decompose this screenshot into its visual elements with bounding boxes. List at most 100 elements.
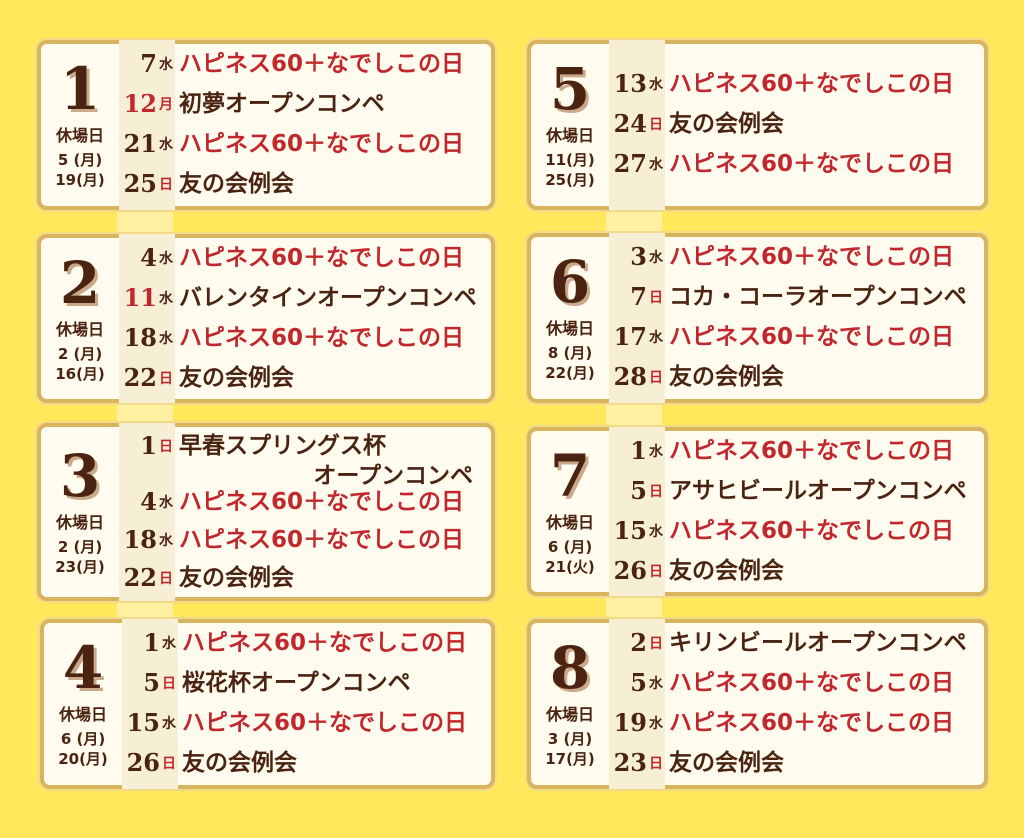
- event-title-text: ハピネス60＋なでしこの日: [179, 527, 465, 553]
- event-row: 18 水ハピネス60＋なでしこの日: [119, 521, 483, 559]
- event-list: 13 水ハピネス60＋なでしこの日 24 日友の会例会 27 水ハピネス60＋なでしこの日: [609, 44, 976, 206]
- date-column: [609, 233, 665, 403]
- event-row: 3 水ハピネス60＋なでしこの日: [609, 238, 976, 278]
- date-column: [119, 423, 175, 601]
- event-title-text: ハピネス60＋なでしこの日: [182, 630, 468, 656]
- event-title: ハピネス60＋なでしこの日: [178, 704, 483, 742]
- date-column: [609, 619, 665, 789]
- event-row: 15 水ハピネス60＋なでしこの日: [609, 512, 976, 552]
- event-list: 2 日キリンビールオープンコンペ 5 水ハピネス60＋なでしこの日 19 水ハピネス60＋…: [609, 623, 976, 785]
- month-number: 1: [59, 55, 101, 123]
- event-weekday: 水: [649, 676, 663, 692]
- event-row: 13 水ハピネス60＋なでしこの日: [609, 65, 976, 105]
- month-header: 3 休場日 2 (月) 23(月): [41, 427, 119, 597]
- event-day: 5: [143, 668, 160, 697]
- event-weekday: 水: [162, 636, 176, 652]
- event-title-text: キリンビールオープンコンペ: [669, 630, 967, 656]
- event-weekday: 日: [649, 290, 663, 306]
- month-card-3: 3 休場日 2 (月) 23(月) 1 日早春スプリングス杯 オープンコンペ 4 水ハピネス60…: [37, 423, 495, 601]
- event-title: 友の会例会: [175, 165, 483, 203]
- event-weekday: 日: [649, 756, 663, 772]
- event-row: 7 水ハピネス60＋なでしこの日: [119, 45, 483, 85]
- event-list: 3 水ハピネス60＋なでしこの日 7 日コカ・コーラオープンコンペ 17 水ハピネス60＋…: [609, 237, 976, 399]
- event-title: 友の会例会: [665, 105, 976, 143]
- date-column: [609, 40, 665, 210]
- month-card-7: 7 休場日 6 (月) 21(火) 1 水ハピネス60＋なでしこの日 5 日アサヒビールオープ…: [527, 427, 988, 596]
- event-day: 15: [126, 708, 160, 737]
- event-day: 26: [613, 555, 647, 585]
- closed-date: 6 (月): [60, 730, 106, 748]
- event-weekday: 日: [649, 563, 663, 580]
- event-day: 15: [613, 515, 647, 545]
- event-title-text: 友の会例会: [182, 750, 297, 776]
- event-day: 23: [613, 748, 647, 777]
- event-title-text: 友の会例会: [179, 565, 294, 591]
- event-title-text: 友の会例会: [179, 364, 294, 391]
- event-title-text: 初夢オープンコンペ: [179, 91, 385, 117]
- event-title-text: ハピネス60＋なでしこの日: [669, 71, 955, 97]
- event-title: ハピネス60＋なでしこの日: [665, 512, 976, 550]
- event-weekday: 水: [159, 57, 173, 73]
- date-column: [119, 234, 175, 403]
- month-card-4: 4 休場日 6 (月) 20(月) 1 水ハピネス60＋なでしこの日 5 日桜花杯オープンコン…: [40, 619, 495, 789]
- event-row: 26 日友の会例会: [122, 744, 483, 784]
- event-day: 22: [123, 362, 157, 392]
- event-weekday: 日: [649, 483, 663, 500]
- month-card-6: 6 休場日 8 (月) 22(月) 3 水ハピネス60＋なでしこの日 7 日コカ・コーラオープ…: [527, 233, 988, 403]
- event-weekday: 水: [159, 250, 173, 267]
- event-title-text: ハピネス60＋なでしこの日: [669, 324, 955, 350]
- event-title-text: 桜花杯オープンコンペ: [182, 670, 411, 696]
- closed-dates: 3 (月) 17(月): [545, 729, 595, 769]
- closed-date: 11(月): [545, 151, 595, 169]
- event-row: 1 水ハピネス60＋なでしこの日: [609, 432, 976, 472]
- event-title-text: コカ・コーラオープンコンペ: [669, 284, 967, 310]
- month-header: 7 休場日 6 (月) 21(火): [531, 431, 609, 592]
- event-title-text: ハピネス60＋なでしこの日: [669, 151, 955, 177]
- event-title-line2: オープンコンペ: [313, 463, 473, 489]
- event-day: 18: [123, 525, 157, 554]
- event-list: 1 水ハピネス60＋なでしこの日 5 日アサヒビールオープンコンペ 15 水ハピネス60＋…: [609, 431, 976, 592]
- event-title-text: 友の会例会: [669, 111, 784, 137]
- event-weekday: 水: [162, 716, 176, 732]
- event-day: 7: [140, 49, 157, 78]
- event-weekday: 水: [159, 495, 173, 511]
- event-day: 27: [613, 149, 647, 178]
- closed-dates: 6 (月) 20(月): [58, 729, 108, 769]
- event-day: 3: [630, 242, 647, 271]
- event-title: 友の会例会: [178, 744, 483, 782]
- month-number: 3: [59, 442, 101, 510]
- event-row: 23 日友の会例会: [609, 744, 976, 784]
- event-weekday: 日: [649, 370, 663, 386]
- month-number: 8: [549, 634, 591, 702]
- event-title: ハピネス60＋なでしこの日: [665, 318, 976, 356]
- month-header: 1 休場日 5 (月) 19(月): [41, 44, 119, 206]
- closed-label: 休場日: [55, 126, 104, 145]
- event-weekday: 水: [649, 250, 663, 266]
- event-day: 28: [613, 362, 647, 391]
- event-row: 21 水ハピネス60＋なでしこの日: [119, 125, 483, 165]
- event-title: ハピネス60＋なでしこの日: [665, 664, 976, 702]
- event-title-text: ハピネス60＋なでしこの日: [179, 324, 465, 351]
- event-day: 2: [630, 628, 647, 657]
- event-weekday: 水: [159, 137, 173, 153]
- event-weekday: 日: [649, 117, 663, 133]
- event-title-text: 友の会例会: [669, 557, 784, 584]
- event-title: アサヒビールオープンコンペ: [665, 472, 976, 510]
- month-card-8: 8 休場日 3 (月) 17(月) 2 日キリンビールオープンコンペ 5 水ハピネス60＋なで…: [527, 619, 988, 789]
- event-day: 11: [123, 282, 157, 312]
- event-day: 5: [630, 475, 647, 505]
- event-title: 友の会例会: [665, 744, 976, 782]
- month-number: 2: [59, 248, 101, 317]
- closed-date: 17(月): [545, 750, 595, 768]
- event-title: ハピネス60＋なでしこの日: [178, 624, 483, 662]
- closed-date: 5 (月): [57, 151, 103, 169]
- event-day: 4: [140, 487, 157, 516]
- event-day: 21: [123, 129, 157, 158]
- event-title: 友の会例会: [665, 552, 976, 590]
- event-weekday: 日: [162, 676, 176, 692]
- closed-dates: 6 (月) 21(火): [545, 537, 595, 577]
- event-title: 友の会例会: [175, 359, 483, 397]
- event-title-text: ハピネス60＋なでしこの日: [669, 710, 955, 736]
- event-row: 17 水ハピネス60＋なでしこの日: [609, 318, 976, 358]
- event-row: 18 水ハピネス60＋なでしこの日: [119, 319, 483, 359]
